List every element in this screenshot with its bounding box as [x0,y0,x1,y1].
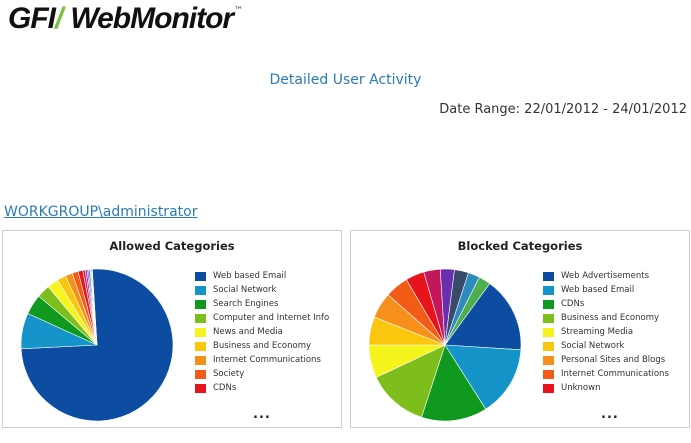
logo-trademark: ™ [234,6,244,16]
pie-slice-other-5[interactable] [444,276,491,346]
blocked-more-indicator[interactable]: ... [601,407,619,422]
legend-label: CDNs [213,383,237,393]
legend-item: Streaming Media [543,325,669,339]
legend-swatch [195,299,206,309]
legend-item: Web based Email [543,283,669,297]
legend-swatch [195,355,206,365]
legend-swatch [543,327,554,337]
legend-swatch [195,383,206,393]
pie-slice-web-advertisements[interactable] [444,283,522,351]
legend-label: Web Advertisements [561,271,650,281]
pie-slice-other-7[interactable] [91,268,98,346]
legend-swatch [543,299,554,309]
logo-product-text: WebMonitor [70,2,234,35]
legend-swatch [543,355,554,365]
logo-gfi-text: GFI/ [8,2,63,35]
pie-slice-web-based-email[interactable] [444,344,522,410]
legend-item: Business and Economy [543,311,669,325]
blocked-categories-panel: Blocked Categories Web Advertisements Web… [350,230,690,428]
legend-item: Society [195,367,329,381]
allowed-pie-chart [20,268,174,422]
legend-swatch [543,271,554,281]
legend-label: Social Network [213,285,277,295]
legend-swatch [543,341,554,351]
legend-item: Internet Communications [195,353,329,367]
legend-label: Society [213,369,245,379]
gfi-webmonitor-logo: GFI/ WebMonitor ™ [8,2,243,38]
legend-label: Computer and Internet Info [213,313,330,323]
legend-swatch [195,369,206,379]
legend-swatch [195,313,206,323]
allowed-categories-panel: Allowed Categories Web based Email Social… [2,230,342,428]
legend-swatch [543,369,554,379]
pie-slice-cdns[interactable] [421,344,487,422]
legend-item: Unknown [543,381,669,395]
date-range: Date Range: 22/01/2012 - 24/01/2012 [439,102,687,117]
legend-label: Web based Email [561,285,635,295]
blocked-chart-title: Blocked Categories [457,239,583,253]
report-title: Detailed User Activity [269,72,422,88]
legend-swatch [195,271,206,281]
legend-swatch [543,285,554,295]
legend-item: News and Media [195,325,329,339]
legend-swatch [543,383,554,393]
legend-item: Internet Communications [543,367,669,381]
blocked-legend: Web Advertisements Web based Email CDNs Bus… [543,269,669,395]
legend-swatch [195,341,206,351]
legend-label: Business and Economy [561,313,660,323]
legend-item: Web based Email [195,269,329,283]
blocked-pie-chart [368,268,522,422]
legend-label: Personal Sites and Blogs [561,355,666,365]
legend-item: Computer and Internet Info [195,311,329,325]
legend-item: CDNs [543,297,669,311]
allowed-more-indicator[interactable]: ... [253,407,271,422]
legend-swatch [543,313,554,323]
user-link[interactable]: WORKGROUP\administrator [4,204,198,220]
allowed-chart-title: Allowed Categories [109,239,235,253]
legend-item: CDNs [195,381,329,395]
legend-label: Search Engines [213,299,279,309]
legend-item: Web Advertisements [543,269,669,283]
legend-item: Social Network [543,339,669,353]
legend-item: Social Network [195,283,329,297]
legend-item: Business and Economy [195,339,329,353]
legend-label: Streaming Media [561,327,634,337]
legend-swatch [195,327,206,337]
allowed-legend: Web based Email Social Network Search Engi… [195,269,329,395]
legend-item: Personal Sites and Blogs [543,353,669,367]
legend-label: Internet Communications [561,369,669,379]
legend-label: News and Media [213,327,283,337]
pie-slice-business-and-economy[interactable] [375,344,446,418]
legend-label: Internet Communications [213,355,321,365]
legend-label: Unknown [561,383,601,393]
legend-item: Search Engines [195,297,329,311]
legend-label: Web based Email [213,271,287,281]
legend-label: CDNs [561,299,585,309]
legend-swatch [195,285,206,295]
legend-label: Social Network [561,341,625,351]
legend-label: Business and Economy [213,341,312,351]
